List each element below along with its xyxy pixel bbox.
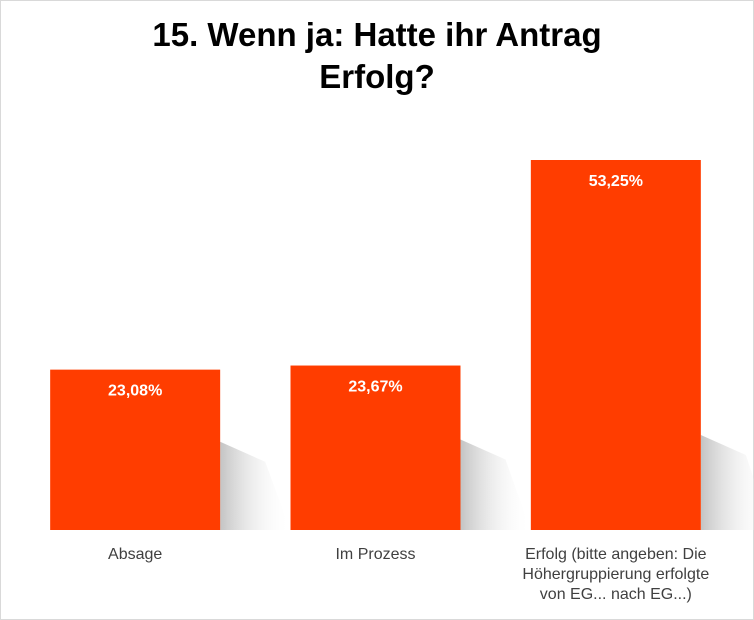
bar-shadows — [220, 435, 754, 530]
category-labels: Absage Im Prozess Erfolg (bitte angeben: D… — [108, 546, 709, 603]
bar-shadow — [460, 439, 531, 530]
bars-group: 23,08% 23,67% 53,25% — [50, 160, 701, 530]
bar-value-label: 23,08% — [108, 383, 162, 400]
bar-value-label: 53,25% — [589, 173, 643, 190]
bar-shadow — [700, 435, 754, 530]
bar — [530, 160, 701, 530]
chart-title-line-1: 15. Wenn ja: Hatte ihr Antrag — [152, 16, 602, 53]
chart-title: 15. Wenn ja: Hatte ihr Antrag Erfolg? — [0, 14, 754, 98]
category-label-line: Im Prozess — [335, 546, 415, 563]
category-label: Absage — [108, 546, 162, 563]
bar-shadow — [220, 441, 291, 530]
bar — [50, 369, 221, 530]
category-label-line: Höhergruppierung erfolgte — [522, 566, 709, 583]
category-label-line: Absage — [108, 546, 162, 563]
bar-value-label: 23,67% — [348, 379, 402, 396]
category-label: Erfolg (bitte angeben: Die Höhergruppieru… — [522, 546, 709, 603]
bar — [290, 365, 461, 530]
category-label: Im Prozess — [335, 546, 415, 563]
category-label-line: Erfolg (bitte angeben: Die — [525, 546, 707, 563]
chart-title-line-2: Erfolg? — [319, 58, 435, 95]
category-label-line: von EG... nach EG...) — [540, 586, 692, 603]
